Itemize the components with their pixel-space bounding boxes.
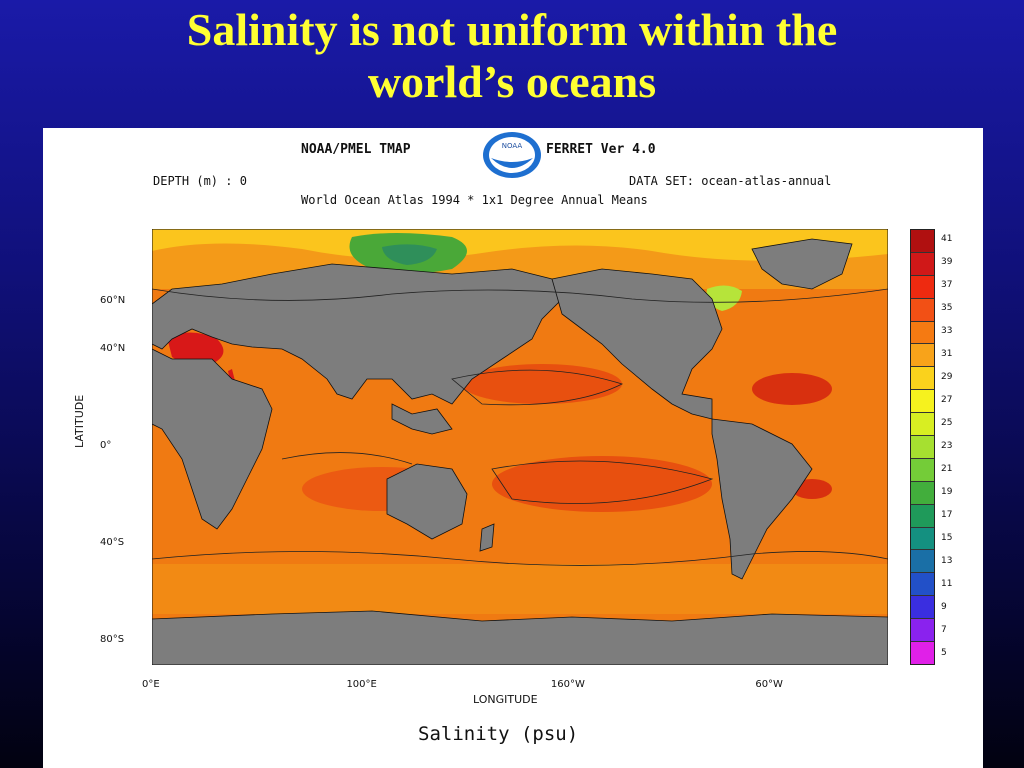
colorbar-swatch xyxy=(911,230,934,253)
colorbar-swatch xyxy=(911,436,934,459)
colorbar-label: 11 xyxy=(941,578,953,589)
australia-landmass xyxy=(386,463,468,540)
south-pacific-subtropical xyxy=(492,456,712,512)
colorbar-label: 37 xyxy=(941,280,953,291)
x-tick-label: 60°W xyxy=(755,679,783,690)
contour-line xyxy=(152,551,888,566)
contour-line xyxy=(491,460,714,504)
colorbar-swatch xyxy=(911,298,934,322)
eurasia-landmass xyxy=(152,263,563,405)
noaa-logo-icon: NOAA xyxy=(481,130,543,180)
noaa-logo-text: NOAA xyxy=(502,142,523,150)
colorbar-label: 25 xyxy=(941,418,953,429)
colorbar-label: 33 xyxy=(941,326,953,337)
colorbar-swatch xyxy=(911,527,934,551)
x-tick-label: 0°E xyxy=(142,679,160,690)
colorbar-label: 29 xyxy=(941,372,953,383)
colorbar-swatch xyxy=(911,390,934,414)
dataset-label: DATA SET: ocean-atlas-annual xyxy=(629,174,832,188)
colorbar-label: 35 xyxy=(941,303,953,314)
colorbar-swatch xyxy=(911,275,934,299)
colorbar-swatch xyxy=(911,481,934,505)
salinity-map-figure: NOAA/PMEL TMAP NOAA FERRET Ver 4.0 DEPTH… xyxy=(43,128,983,768)
south-america-landmass xyxy=(711,418,813,580)
colorbar-swatch xyxy=(911,550,934,574)
colorbar-label: 9 xyxy=(941,601,947,612)
y-tick-label: 60°N xyxy=(100,294,126,306)
colorbar xyxy=(910,229,935,665)
header-right-text: FERRET Ver 4.0 xyxy=(546,142,656,157)
southern-ocean-band xyxy=(152,564,888,614)
figure-caption: Salinity (psu) xyxy=(418,723,579,745)
colorbar-swatch xyxy=(911,413,934,437)
contour-line xyxy=(281,452,413,465)
north-america-landmass xyxy=(551,268,723,420)
maritime-continent xyxy=(391,403,453,435)
north-atlantic-highsal xyxy=(752,373,832,405)
colorbar-label: 21 xyxy=(941,463,953,474)
hudson-bay-lowsal xyxy=(706,285,742,311)
y-axis-label: LATITUDE xyxy=(73,394,86,448)
y-tick-label: 80°S xyxy=(100,633,125,645)
contour-line xyxy=(451,369,624,406)
colorbar-label: 5 xyxy=(941,647,947,658)
salinity-map xyxy=(152,229,888,665)
colorbar-label: 27 xyxy=(941,395,953,406)
colorbar-swatch xyxy=(911,642,934,664)
colorbar-swatch xyxy=(911,367,934,391)
colorbar-swatch xyxy=(911,504,934,528)
header-left-text: NOAA/PMEL TMAP xyxy=(301,142,411,157)
depth-label: DEPTH (m) : 0 xyxy=(153,174,247,188)
antarctica-landmass xyxy=(152,610,888,665)
colorbar-label: 19 xyxy=(941,486,953,497)
colorbar-swatch xyxy=(911,252,934,276)
arctic-freshest-zone xyxy=(382,244,437,265)
colorbar-swatch xyxy=(911,344,934,368)
slide-title: Salinity is not uniform within the world… xyxy=(0,4,1024,108)
colorbar-label: 17 xyxy=(941,509,953,520)
colorbar-swatch xyxy=(911,573,934,597)
colorbar-swatch xyxy=(911,321,934,345)
slide-title-line2: world’s oceans xyxy=(367,56,657,107)
contour-line xyxy=(152,288,888,303)
colorbar-swatch xyxy=(911,596,934,620)
y-tick-label: 40°N xyxy=(100,343,126,355)
north-pacific-subtropical xyxy=(462,364,622,404)
x-tick-label: 160°W xyxy=(550,679,585,690)
y-tick-label: 40°S xyxy=(100,536,125,548)
colorbar-swatch xyxy=(911,619,934,643)
colorbar-swatch xyxy=(911,458,934,482)
colorbar-label: 7 xyxy=(941,624,947,635)
x-tick-label: 100°E xyxy=(346,679,377,690)
africa-landmass xyxy=(152,348,273,530)
colorbar-label: 13 xyxy=(941,555,953,566)
colorbar-label: 15 xyxy=(941,532,953,543)
figure-subtitle: World Ocean Atlas 1994 * 1x1 Degree Annu… xyxy=(301,193,648,207)
colorbar-label: 39 xyxy=(941,257,953,268)
colorbar-label: 41 xyxy=(941,234,953,245)
colorbar-label: 31 xyxy=(941,349,953,360)
new-zealand-landmass xyxy=(479,523,495,552)
arctic-lowsal-zone xyxy=(152,229,888,261)
y-tick-label: 0° xyxy=(100,440,112,451)
greenland-landmass xyxy=(751,238,853,290)
colorbar-label: 23 xyxy=(941,441,953,451)
mediterranean-highsal xyxy=(167,332,224,365)
x-axis-label: LONGITUDE xyxy=(473,693,538,706)
slide-title-line1: Salinity is not uniform within the xyxy=(186,4,838,55)
